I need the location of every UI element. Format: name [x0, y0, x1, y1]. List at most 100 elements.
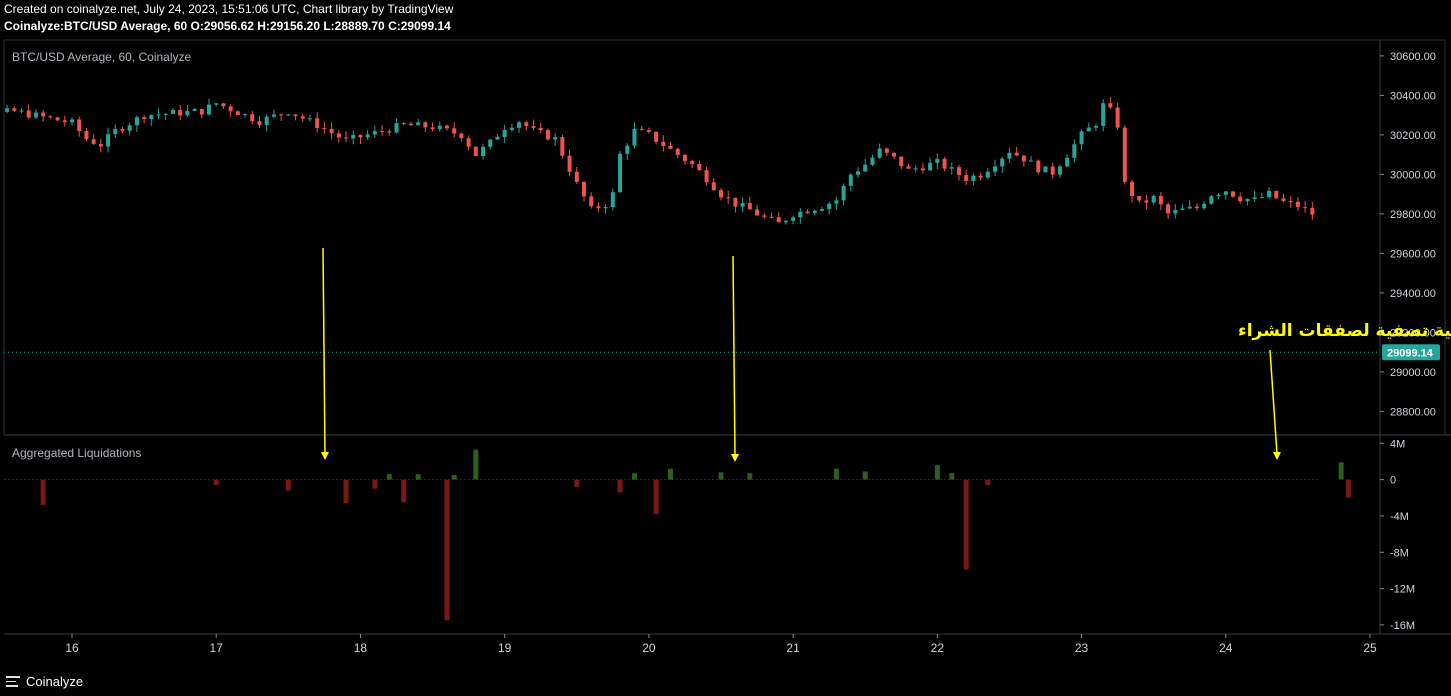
- last-price-badge: [1382, 344, 1440, 361]
- candle-down: [279, 114, 284, 116]
- candle-up: [192, 109, 197, 111]
- candle-up: [971, 175, 976, 181]
- candle-up: [156, 114, 161, 116]
- candle-up: [928, 162, 933, 171]
- candle-up: [1187, 206, 1192, 209]
- candle-up: [214, 103, 219, 105]
- candle-up: [783, 220, 788, 223]
- candle-down: [452, 128, 457, 134]
- chart-area[interactable]: 30600.00 30400.00 30200.00 30000.00 29800.00…: [0, 0, 1451, 672]
- candle-up: [949, 167, 954, 169]
- candle-up: [372, 130, 377, 135]
- candle-up: [553, 137, 558, 140]
- candle-up: [243, 114, 248, 116]
- candle-down: [199, 109, 204, 115]
- liq-tick-label: -4M: [1390, 511, 1409, 523]
- candle-down: [978, 175, 983, 178]
- candle-up: [1202, 203, 1207, 209]
- candle-down: [581, 181, 586, 197]
- candle-up: [1043, 166, 1048, 173]
- candle-down: [964, 175, 969, 181]
- liquidation-bar: [631, 473, 637, 480]
- candle-up: [625, 145, 630, 154]
- candle-down: [1144, 200, 1149, 203]
- liquidation-bar: [668, 468, 674, 480]
- candle-down: [654, 131, 659, 142]
- candle-up: [827, 203, 832, 210]
- liquidation-bar: [574, 479, 580, 487]
- liquidation-bar: [985, 479, 991, 486]
- candle-up: [170, 110, 175, 114]
- candle-down: [574, 171, 579, 182]
- candle-up: [185, 110, 190, 116]
- menu-icon[interactable]: [6, 676, 20, 688]
- candle-down: [358, 134, 363, 138]
- candle-up: [307, 118, 312, 120]
- annotation-arrowhead: [321, 452, 329, 460]
- candle-down: [755, 209, 760, 216]
- annotation-arrow: [1269, 349, 1278, 455]
- candle-up: [798, 211, 803, 218]
- candle-down: [380, 130, 385, 132]
- candle-down: [387, 131, 392, 133]
- candle-down: [228, 106, 233, 112]
- candle-down: [98, 143, 103, 147]
- liquidation-bar: [653, 479, 659, 515]
- candle-down: [48, 116, 53, 118]
- candle-up: [1086, 127, 1091, 132]
- price-tick-label: 30000.00: [1390, 169, 1436, 181]
- price-tick-label: 29000.00: [1390, 367, 1436, 379]
- candle-down: [805, 211, 810, 214]
- candle-up: [163, 113, 168, 115]
- liquidation-bar: [343, 479, 349, 504]
- candle-down: [473, 146, 478, 156]
- price-tick-label: 30600.00: [1390, 51, 1436, 63]
- candle-down: [704, 170, 709, 183]
- time-tick-label: 19: [498, 641, 512, 655]
- annotation-arrowhead: [1273, 452, 1281, 460]
- liq-tick-label: -8M: [1390, 547, 1409, 559]
- time-tick-label: 24: [1219, 641, 1233, 655]
- candle-up: [1065, 157, 1070, 167]
- candle-up: [1000, 158, 1005, 167]
- candle-down: [545, 130, 550, 140]
- time-tick-label: 23: [1075, 641, 1089, 655]
- candle-down: [769, 216, 774, 218]
- candle-up: [1216, 194, 1221, 197]
- liquidation-bar: [40, 479, 46, 506]
- candle-down: [178, 110, 183, 116]
- candle-up: [1245, 198, 1250, 202]
- candle-down: [538, 127, 543, 131]
- candle-down: [1274, 190, 1279, 199]
- candle-up: [870, 157, 875, 165]
- candle-down: [1295, 201, 1300, 208]
- candle-down: [884, 148, 889, 153]
- candle-down: [1238, 196, 1243, 202]
- footer-brand: Coinalyze: [26, 674, 84, 689]
- candle-down: [1108, 103, 1113, 108]
- candle-down: [459, 133, 464, 139]
- candle-up: [1093, 125, 1098, 128]
- ohlc-open: O:29056.62: [190, 19, 254, 33]
- candle-up: [856, 171, 861, 175]
- liquidation-bar: [372, 479, 378, 489]
- liquidation-bar: [617, 479, 623, 493]
- candle-down: [668, 145, 673, 149]
- candle-up: [264, 116, 269, 125]
- candle-up: [134, 117, 139, 126]
- liquidation-bar: [386, 474, 392, 480]
- candle-down: [1115, 107, 1120, 128]
- candle-down: [235, 111, 240, 116]
- candle-up: [394, 123, 399, 133]
- liq-tick-label: -16M: [1390, 620, 1415, 632]
- candle-up: [127, 125, 132, 131]
- price-tick-label: 29400.00: [1390, 288, 1436, 300]
- candle-down: [55, 117, 60, 121]
- annotation-arrowhead: [731, 454, 739, 462]
- candle-down: [329, 128, 334, 134]
- candle-down: [26, 110, 31, 118]
- liquidation-bar: [963, 479, 969, 570]
- time-tick-label: 16: [65, 641, 79, 655]
- liquidation-bar: [1338, 462, 1344, 480]
- price-tick-label: 29600.00: [1390, 248, 1436, 260]
